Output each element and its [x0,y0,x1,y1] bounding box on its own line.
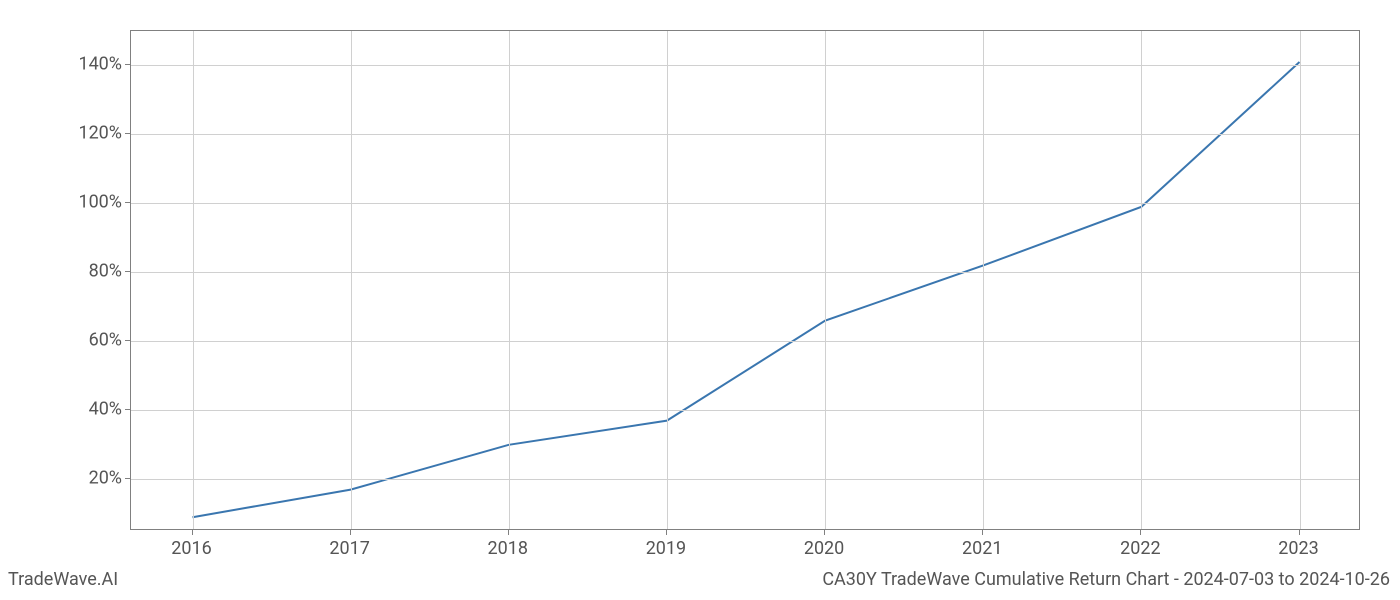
grid-line-h [131,341,1359,342]
y-tick-mark [125,271,130,272]
y-tick-mark [125,478,130,479]
y-tick-mark [125,64,130,65]
y-tick-mark [125,202,130,203]
y-tick-mark [125,133,130,134]
grid-line-v [193,31,194,529]
x-tick-label: 2018 [488,538,528,559]
grid-line-v [351,31,352,529]
grid-line-v [825,31,826,529]
x-tick-mark [192,530,193,535]
footer-caption: CA30Y TradeWave Cumulative Return Chart … [822,569,1390,590]
x-tick-mark [824,530,825,535]
grid-line-h [131,272,1359,273]
x-tick-label: 2020 [804,538,844,559]
x-tick-label: 2019 [646,538,686,559]
x-tick-mark [508,530,509,535]
x-tick-label: 2021 [962,538,1002,559]
y-tick-mark [125,340,130,341]
y-tick-label: 40% [89,399,122,420]
x-tick-mark [1299,530,1300,535]
grid-line-h [131,203,1359,204]
x-tick-mark [350,530,351,535]
y-tick-label: 100% [78,192,122,213]
grid-line-h [131,65,1359,66]
y-tick-label: 140% [78,54,122,75]
grid-line-h [131,410,1359,411]
grid-line-v [667,31,668,529]
x-tick-label: 2022 [1120,538,1160,559]
x-tick-label: 2023 [1278,538,1318,559]
grid-line-h [131,479,1359,480]
x-tick-mark [982,530,983,535]
y-tick-mark [125,409,130,410]
chart-plot-area [130,30,1360,530]
line-series [131,31,1359,529]
grid-line-v [1141,31,1142,529]
x-tick-mark [666,530,667,535]
grid-line-v [509,31,510,529]
grid-line-h [131,134,1359,135]
x-tick-label: 2017 [329,538,369,559]
grid-line-v [1300,31,1301,529]
y-tick-label: 80% [89,261,122,282]
y-tick-label: 60% [89,330,122,351]
x-tick-label: 2016 [171,538,211,559]
x-tick-mark [1140,530,1141,535]
y-tick-label: 120% [78,123,122,144]
y-tick-label: 20% [89,468,122,489]
footer-brand: TradeWave.AI [8,569,118,590]
grid-line-v [983,31,984,529]
